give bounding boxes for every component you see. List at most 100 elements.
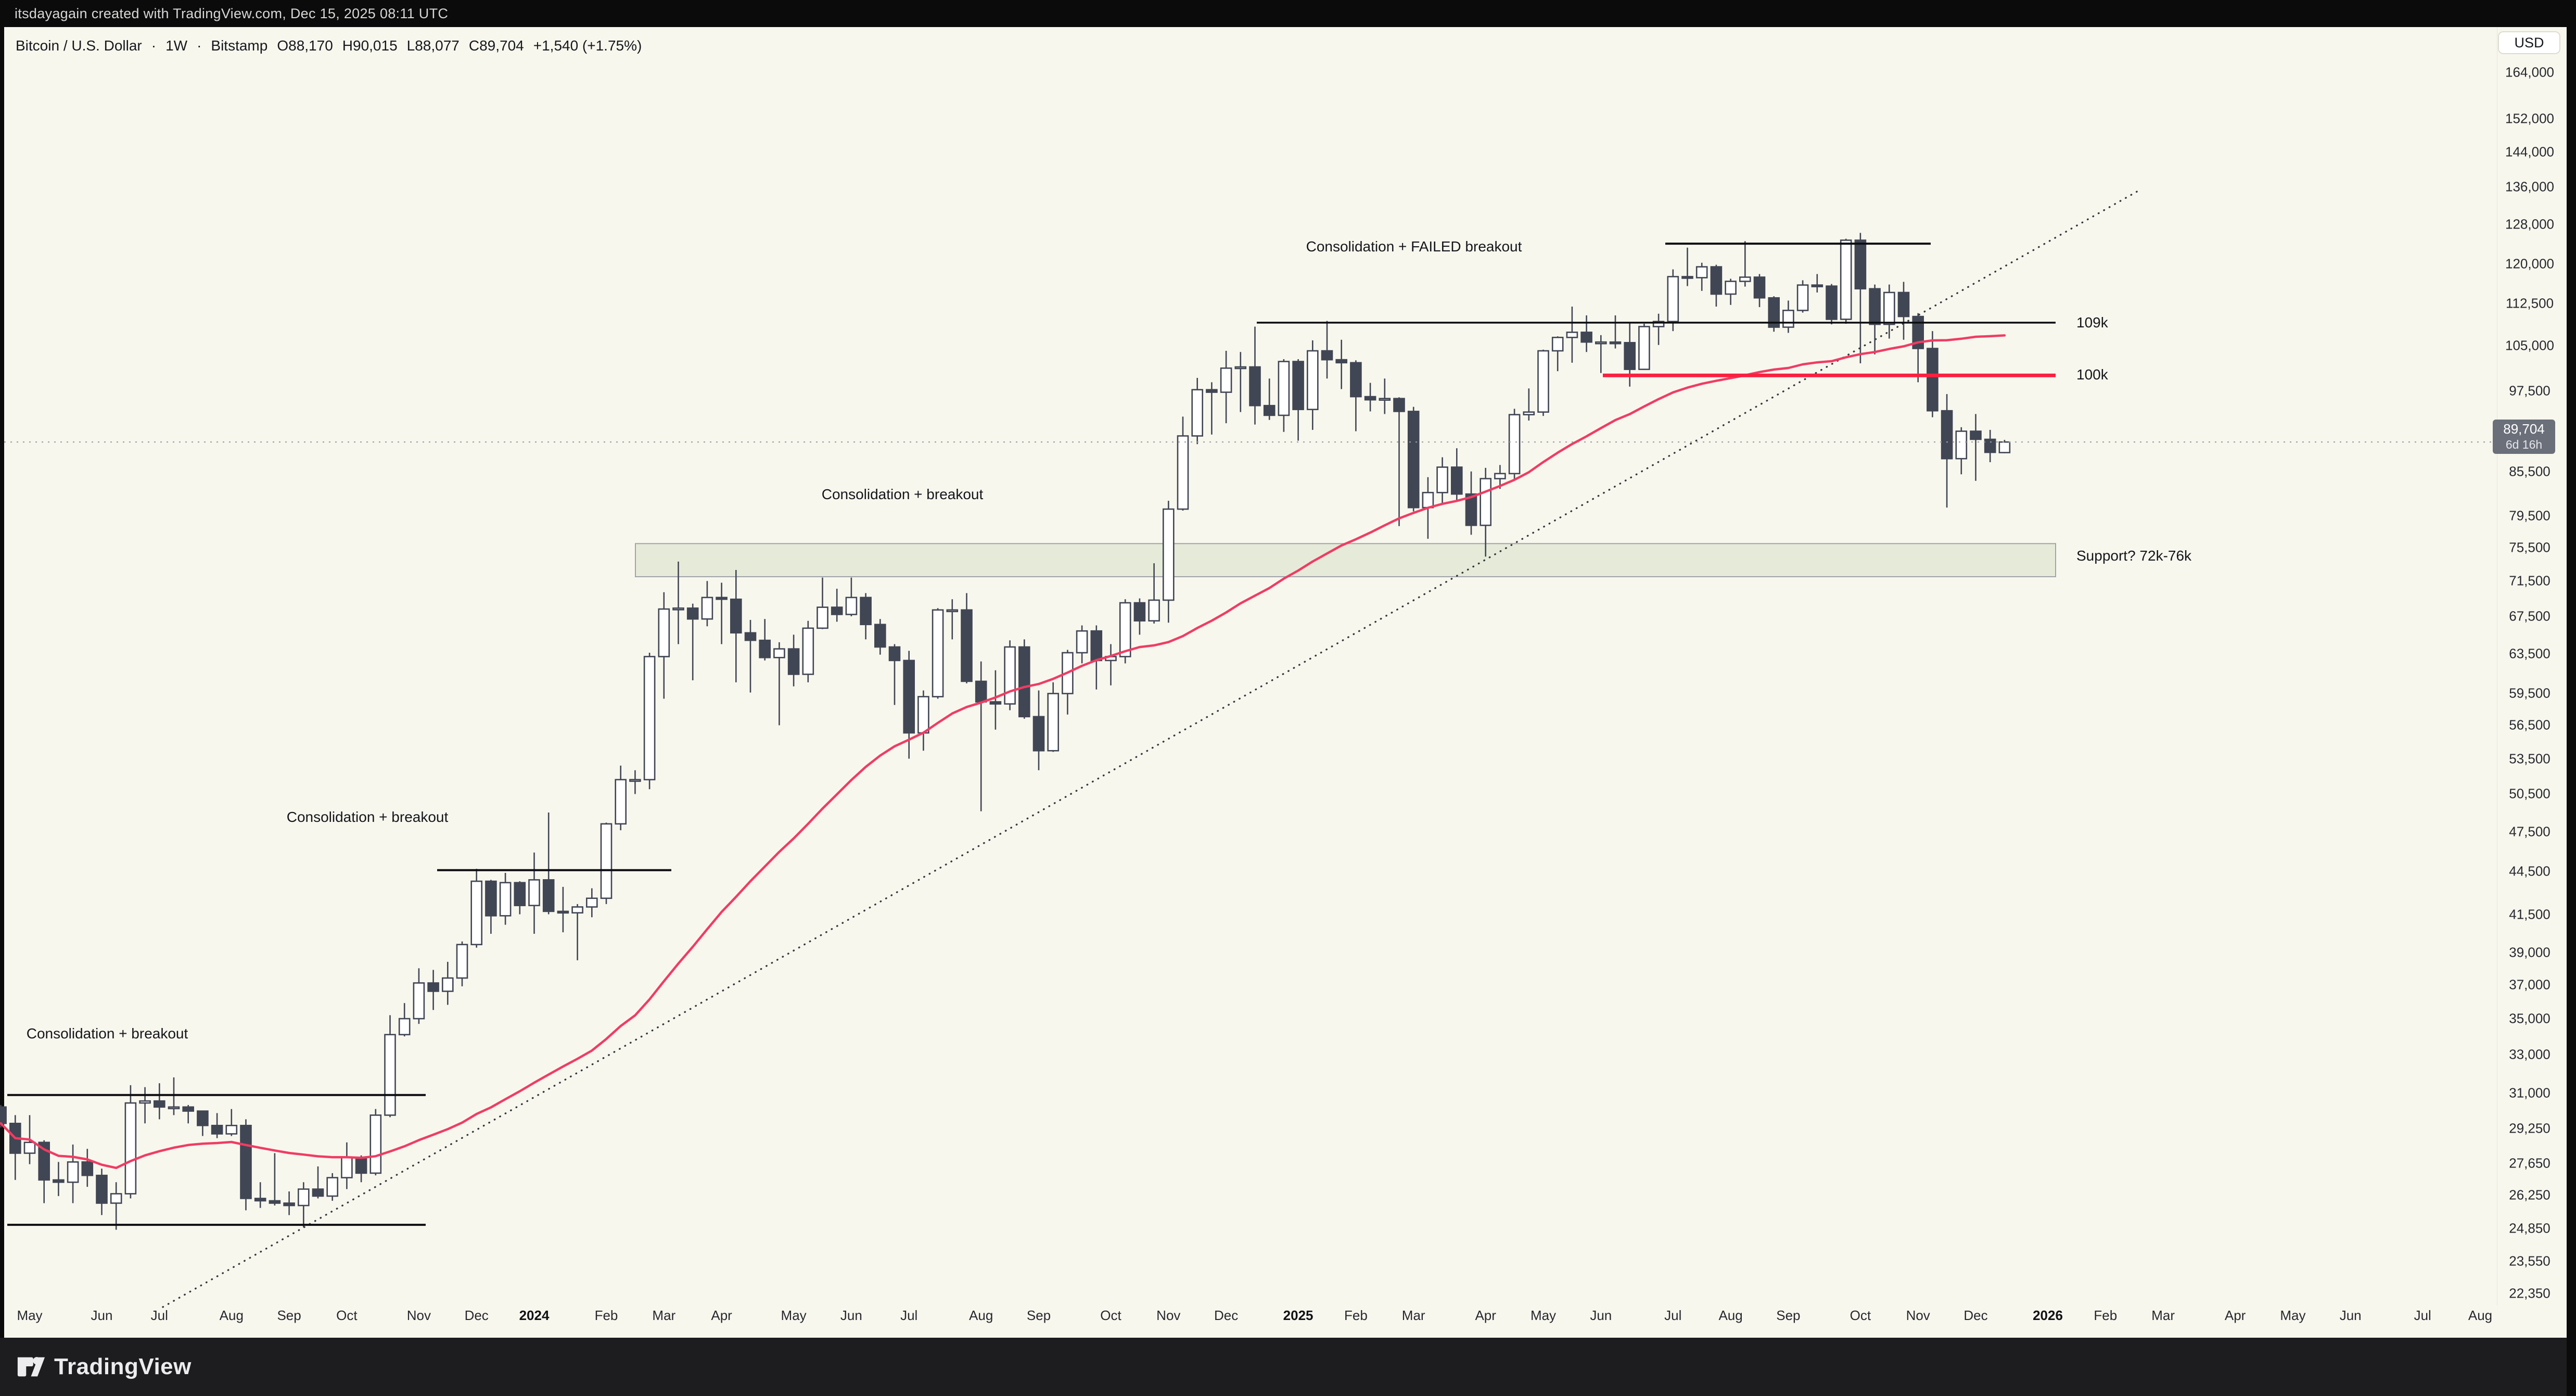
consolidation-2024-note[interactable]: Consolidation + breakout	[821, 486, 984, 502]
price-tick: 85,500	[2509, 463, 2551, 479]
candle-body	[1090, 630, 1103, 662]
candle-body	[888, 646, 901, 662]
candle-body	[759, 639, 771, 658]
time-tick-sep: Sep	[1026, 1308, 1051, 1323]
time-tick-dec: Dec	[1963, 1308, 1988, 1323]
price-tick: 35,000	[2509, 1010, 2551, 1026]
candle-body	[557, 910, 569, 914]
candle-body	[441, 977, 454, 992]
time-tick-jun: Jun	[2339, 1308, 2362, 1323]
price-axis[interactable]: USD 89,704 6d 16h 164,000 152,000 144,000 1…	[2493, 27, 2567, 1338]
time-tick-2026: 2026	[2033, 1308, 2063, 1323]
candle-body	[1667, 276, 1679, 323]
candle-body	[542, 879, 555, 912]
label-100k[interactable]: 100k	[2076, 366, 2108, 383]
time-tick-apr: Apr	[2224, 1308, 2246, 1323]
candle-body	[787, 648, 800, 675]
candle-body	[1148, 599, 1160, 622]
time-tick-mar: Mar	[2151, 1308, 2175, 1323]
candle-body	[514, 882, 526, 906]
price-tick: 27,650	[2509, 1155, 2551, 1171]
label-109k[interactable]: 109k	[2076, 314, 2108, 331]
candle-body	[1220, 367, 1232, 393]
candle-body	[211, 1124, 223, 1135]
price-tick: 33,000	[2509, 1046, 2551, 1062]
time-tick-nov: Nov	[406, 1308, 431, 1323]
candle-body	[53, 1179, 65, 1183]
candle-body	[1624, 341, 1636, 370]
time-tick-oct: Oct	[336, 1308, 358, 1323]
time-tick-mar: Mar	[652, 1308, 676, 1323]
candle-body	[1465, 493, 1477, 526]
chart-surface[interactable]	[4, 27, 2567, 1338]
time-tick-dec: Dec	[1214, 1308, 1239, 1323]
price-tick: 164,000	[2505, 64, 2554, 80]
time-tick-may: May	[781, 1308, 807, 1323]
candle-body	[485, 880, 497, 917]
label-support[interactable]: Support? 72k-76k	[2076, 548, 2192, 564]
consolidation-jan24-note[interactable]: Consolidation + breakout	[286, 809, 449, 825]
candle-body	[1335, 359, 1347, 364]
candle-body	[81, 1161, 94, 1176]
candle-body	[975, 680, 987, 703]
candle-body	[1321, 350, 1333, 361]
candle-body	[1739, 276, 1751, 282]
failed-breakout-note[interactable]: Consolidation + FAILED breakout	[1306, 238, 1522, 255]
candle-body	[1970, 430, 1982, 440]
candle-body	[1004, 646, 1016, 705]
time-tick-jun: Jun	[1590, 1308, 1612, 1323]
time-tick-may: May	[1530, 1308, 1557, 1323]
candle-body	[1551, 336, 1564, 352]
currency-toggle[interactable]: USD	[2498, 31, 2560, 54]
candle-body	[672, 607, 684, 611]
candle-body	[1234, 366, 1247, 370]
candle-body	[1826, 285, 1838, 320]
candle-body	[860, 597, 872, 626]
candle-body	[744, 632, 757, 641]
candle-body	[1076, 630, 1088, 654]
time-tick-jul: Jul	[900, 1308, 918, 1323]
candle-body	[413, 982, 425, 1020]
candle-body	[1710, 266, 1723, 295]
time-tick-mar: Mar	[1401, 1308, 1425, 1323]
price-tick: 29,250	[2509, 1120, 2551, 1136]
candle-body	[1032, 716, 1045, 752]
price-tick: 152,000	[2505, 110, 2554, 126]
candle-body	[1278, 361, 1290, 416]
price-tick: 41,500	[2509, 906, 2551, 922]
price-tick: 47,500	[2509, 823, 2551, 840]
candle-body	[1307, 350, 1319, 410]
candle-body	[831, 606, 843, 615]
price-tick: 120,000	[2505, 256, 2554, 272]
candle-body	[1018, 646, 1030, 718]
last-price-label: 89,704 6d 16h	[2493, 420, 2555, 454]
candle-body	[716, 597, 728, 600]
price-tick: 67,500	[2509, 608, 2551, 624]
candle-body	[1133, 602, 1146, 622]
candle-body	[1508, 414, 1521, 475]
tradingview-logo[interactable]: TradingView	[16, 1354, 192, 1380]
candle-body	[1609, 341, 1622, 345]
time-tick-sep: Sep	[1776, 1308, 1801, 1323]
candle-body	[456, 944, 468, 979]
candle-body	[96, 1174, 108, 1204]
candle-body	[369, 1114, 382, 1174]
price-tick: 128,000	[2505, 216, 2554, 232]
candle-body	[1652, 321, 1665, 327]
time-axis[interactable]: May Jun Jul Aug Sep Oct Nov Dec 2024 Feb Mar Apr May…	[4, 1308, 2497, 1365]
candle-body	[1927, 348, 1939, 412]
moving-average-line[interactable]	[0, 334, 2006, 1170]
candle-body	[254, 1198, 266, 1202]
candle-body	[1883, 291, 1895, 325]
consolidation-2023-note[interactable]: Consolidation + breakout	[26, 1025, 188, 1042]
candle-body	[470, 880, 483, 945]
candle-body	[1941, 410, 1953, 460]
candle-body	[1768, 297, 1780, 328]
support-zone-box[interactable]	[635, 543, 2056, 577]
candle-body	[23, 1141, 36, 1154]
candle-body	[427, 982, 439, 992]
candle-body	[571, 906, 583, 914]
candle-body	[1725, 281, 1737, 295]
